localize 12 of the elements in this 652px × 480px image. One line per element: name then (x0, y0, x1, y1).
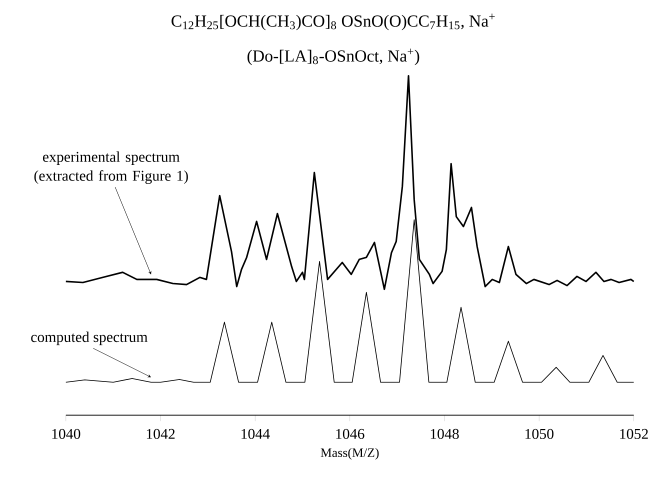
x-tick-label: 1052 (620, 428, 648, 439)
x-tick-label: 1048 (430, 428, 459, 439)
x-tick-label: 1042 (146, 428, 175, 439)
x-tick-label: 1046 (336, 428, 364, 439)
chart-subtitle: (Do-[LA]$_{8}$-OSnOct, Na$^{+}$) (248, 48, 420, 66)
annotation: computed spectrum (31, 332, 148, 346)
annotation: experimental spectrum (extracted from Figure 1) (34, 151, 188, 184)
x-tick-label: 1050 (526, 428, 554, 439)
x-axis-title: Mass(M/Z) (320, 448, 379, 460)
chart-title: C$_{12}$H$_{25}$[OCH(CH$_{3}$)CO]$_{8}$ OSnO(O)CC$_{7}$H$_{15}$, Na$^{+}$ (172, 14, 495, 30)
x-tick-label: 1044 (242, 428, 270, 439)
x-tick-label: 1040 (52, 428, 80, 439)
